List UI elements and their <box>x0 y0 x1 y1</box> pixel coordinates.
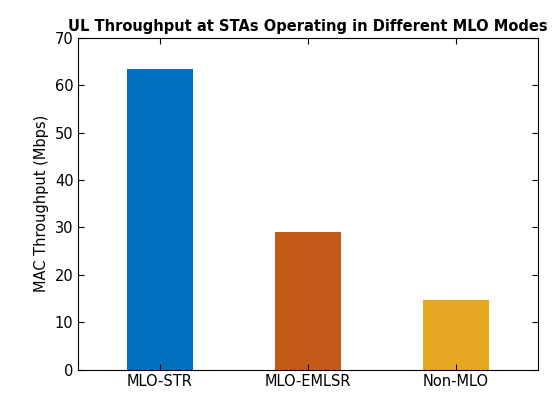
Title: UL Throughput at STAs Operating in Different MLO Modes: UL Throughput at STAs Operating in Diffe… <box>68 19 548 34</box>
Bar <box>274 232 342 370</box>
Bar <box>423 300 489 370</box>
Y-axis label: MAC Throughput (Mbps): MAC Throughput (Mbps) <box>34 115 49 292</box>
Bar <box>127 68 193 370</box>
